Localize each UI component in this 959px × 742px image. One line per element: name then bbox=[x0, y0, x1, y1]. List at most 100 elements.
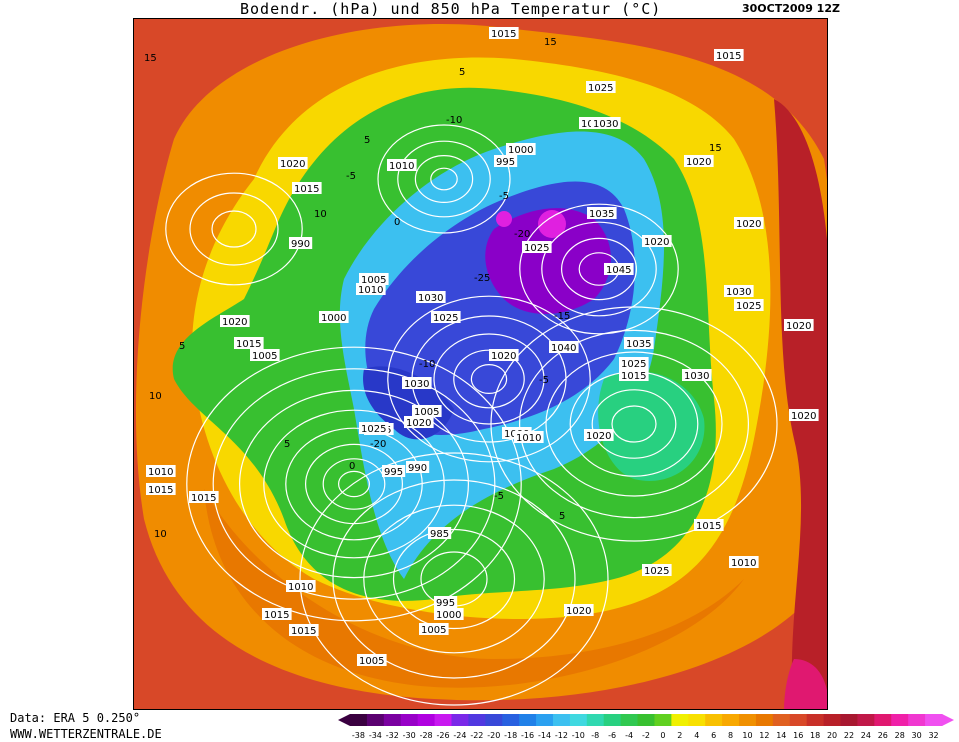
colorbar-tick-label: -4 bbox=[625, 731, 633, 740]
isobar-label: 1020 bbox=[584, 429, 614, 442]
colorbar-swatch bbox=[451, 714, 469, 726]
isobar-label-box bbox=[146, 483, 176, 495]
website-link[interactable]: WWW.WETTERZENTRALE.DE bbox=[10, 727, 162, 741]
isobar-label-text: 995 bbox=[436, 598, 455, 609]
weather-map[interactable]: 1015102510151025103010201010101510009951… bbox=[134, 19, 828, 710]
isobar-label-text: 1015 bbox=[236, 339, 261, 350]
isobar-label-box bbox=[250, 349, 280, 361]
isobar-label-box bbox=[412, 405, 442, 417]
isobar-label: 1005 bbox=[250, 349, 280, 362]
isobar-label-box bbox=[624, 337, 654, 349]
isobar-label-box bbox=[489, 349, 519, 361]
colorbar-swatch bbox=[552, 714, 571, 726]
isobar-label-text: 1015 bbox=[716, 51, 741, 62]
hot-spot-corner bbox=[784, 659, 827, 709]
isobar-label-text: 1045 bbox=[606, 265, 631, 276]
isobar-label: 1015 bbox=[234, 337, 264, 350]
isobar-label: 1015 bbox=[289, 624, 319, 637]
isobar-line bbox=[490, 306, 778, 542]
isobar-label-text: 1005 bbox=[361, 275, 386, 286]
map-panel[interactable]: 1015102510151025103010201010101510009951… bbox=[133, 18, 828, 710]
temperature-label: 15 bbox=[144, 53, 157, 64]
colorbar-tick-label: -28 bbox=[420, 731, 433, 740]
isobar-label-text: 1035 bbox=[589, 209, 614, 220]
isobar-label-text: 1005 bbox=[421, 625, 446, 636]
temperature-label: -5 bbox=[346, 171, 356, 182]
isobar-label-text: 1025 bbox=[644, 566, 669, 577]
isobar-label-box bbox=[694, 519, 724, 531]
colorbar-swatch bbox=[874, 714, 892, 726]
isobar-label: 995 bbox=[382, 465, 406, 478]
isobar-line bbox=[211, 210, 257, 248]
isobar-label: 1025 bbox=[642, 564, 672, 577]
isobar-label: 985 bbox=[428, 527, 452, 540]
colorbar-swatch bbox=[383, 714, 402, 726]
colorbar-tick-label: -22 bbox=[470, 731, 483, 740]
temperature-label: 10 bbox=[154, 529, 167, 540]
isobar-label-text: 1010 bbox=[148, 467, 173, 478]
orange-dark-region bbox=[204, 489, 744, 688]
temperature-label: 10 bbox=[314, 209, 327, 220]
colorbar-swatch bbox=[417, 714, 436, 726]
colorbar-tick-label: 18 bbox=[810, 731, 820, 740]
isobar-label: 1015 bbox=[262, 608, 292, 621]
colorbar-tick-label: 4 bbox=[694, 731, 699, 740]
temperature-label: 15 bbox=[709, 143, 722, 154]
isobar-label-text: 1000 bbox=[436, 610, 461, 621]
colorbar-swatch bbox=[789, 714, 808, 726]
isobar-label-box bbox=[642, 235, 672, 247]
isobar-label-text: 1015 bbox=[294, 184, 319, 195]
colorbar-swatch bbox=[620, 714, 639, 726]
isobar-label-box bbox=[406, 461, 430, 473]
colorbar-swatch bbox=[366, 714, 385, 726]
isobar-line bbox=[430, 167, 458, 191]
isobar-label-text: 1020 bbox=[222, 317, 247, 328]
temperature-label: -10 bbox=[446, 115, 462, 126]
isobar-label-box bbox=[434, 608, 464, 620]
colorbar-swatch bbox=[671, 714, 689, 726]
isobar-line bbox=[519, 329, 750, 519]
isobar-label-box bbox=[220, 315, 250, 327]
colorbar-swatch bbox=[519, 714, 537, 726]
isobar-label: 995 bbox=[434, 596, 458, 609]
temperature-colorbar: -38 -34 -32 -30 -28 -26 -24 -22 -20 -18 -16 -14 -12-… bbox=[338, 714, 954, 740]
isobar-line bbox=[322, 458, 386, 510]
isobar-label: 1020 bbox=[489, 349, 519, 362]
isobar-label-box bbox=[404, 416, 434, 428]
colorbar-tick-label: 8 bbox=[728, 731, 733, 740]
isobar-line bbox=[186, 346, 522, 622]
isobar-label-box bbox=[431, 311, 461, 323]
isobar-label: 1020 bbox=[642, 235, 672, 248]
isobar-label-text: 995 bbox=[384, 467, 403, 478]
isobar-label: 1030 bbox=[416, 291, 446, 304]
isobar-label-box bbox=[586, 81, 616, 93]
isobar-line bbox=[561, 237, 638, 301]
isobar-label-box bbox=[734, 299, 764, 311]
isobar-label: 1000 bbox=[434, 608, 464, 621]
colorbar-tick-label: 20 bbox=[827, 731, 837, 740]
isobar-label: 1030 bbox=[591, 117, 621, 130]
isobar-label: 1025 bbox=[431, 311, 461, 324]
isobar-label: 1015 bbox=[619, 369, 649, 382]
isobar-label-box bbox=[682, 369, 712, 381]
colorbar-tick-label: 2 bbox=[677, 731, 682, 740]
isobar-label: 1020 bbox=[734, 217, 764, 230]
isobar-label: 1035 bbox=[587, 207, 617, 220]
isobar-label: 1015 bbox=[189, 491, 219, 504]
isobar-label: 1025 bbox=[619, 357, 649, 370]
isobar-label-box bbox=[419, 623, 449, 635]
isobar-label-text: 1020 bbox=[791, 411, 816, 422]
isobar-label-box bbox=[174, 709, 204, 710]
temperature-label: 0 bbox=[394, 217, 400, 228]
isobar-label: 1030 bbox=[402, 377, 432, 390]
isobar-labels: 1015102510151025103010201010101510009951… bbox=[146, 27, 819, 710]
colorbar-tick-label: -24 bbox=[453, 731, 466, 740]
isobar-line bbox=[189, 192, 279, 266]
isobar-label: 995 bbox=[494, 155, 518, 168]
isobar-label-box bbox=[734, 217, 764, 229]
colorbar-swatch bbox=[502, 714, 520, 726]
isobar-line bbox=[338, 470, 371, 498]
isobar-label-text: 1015 bbox=[264, 610, 289, 621]
isobar-label-box bbox=[729, 556, 759, 568]
isobar-label-text: 1010 bbox=[288, 582, 313, 593]
